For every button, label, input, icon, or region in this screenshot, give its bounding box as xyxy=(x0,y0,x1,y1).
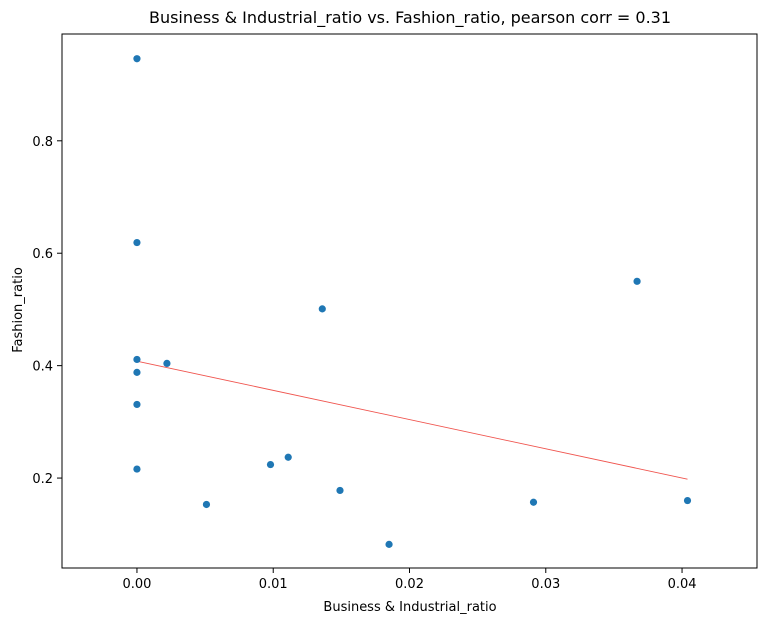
scatter-point xyxy=(266,460,275,469)
scatter-point xyxy=(202,500,211,509)
scatter-point xyxy=(133,238,141,247)
scatter-point xyxy=(133,355,141,364)
scatter-points xyxy=(133,55,692,548)
x-axis-ticks: 0.00 0.01 0.02 0.03 0.04 xyxy=(122,568,697,592)
scatter-point xyxy=(133,400,141,409)
scatter-point xyxy=(133,465,141,473)
scatter-point xyxy=(284,453,292,461)
trendline-group xyxy=(136,360,688,480)
x-tick-label: 0.01 xyxy=(259,577,288,592)
scatter-point xyxy=(633,277,641,285)
y-tick-label: 0.2 xyxy=(32,472,53,487)
scatter-point xyxy=(336,486,344,495)
x-axis-label: Business & Industrial_ratio xyxy=(323,600,496,615)
scatter-point xyxy=(318,305,326,313)
scatter-point xyxy=(529,498,538,506)
y-tick-label: 0.4 xyxy=(32,360,53,375)
scatter-point xyxy=(133,368,141,376)
chart-title: Business & Industrial_ratio vs. Fashion_… xyxy=(149,8,671,28)
x-tick-label: 0.00 xyxy=(122,577,151,592)
trendline xyxy=(136,360,688,480)
scatter-point xyxy=(683,496,692,505)
scatter-point xyxy=(133,55,141,63)
x-tick-label: 0.03 xyxy=(531,577,560,592)
y-tick-label: 0.8 xyxy=(32,135,53,150)
x-tick-label: 0.04 xyxy=(668,577,697,592)
scatter-point xyxy=(163,359,171,367)
y-axis-label: Fashion_ratio xyxy=(11,267,26,353)
scatter-point xyxy=(385,540,393,548)
y-tick-label: 0.6 xyxy=(32,247,53,262)
x-tick-label: 0.02 xyxy=(395,577,424,592)
y-axis-ticks: 0.2 0.4 0.6 0.8 xyxy=(32,135,62,487)
